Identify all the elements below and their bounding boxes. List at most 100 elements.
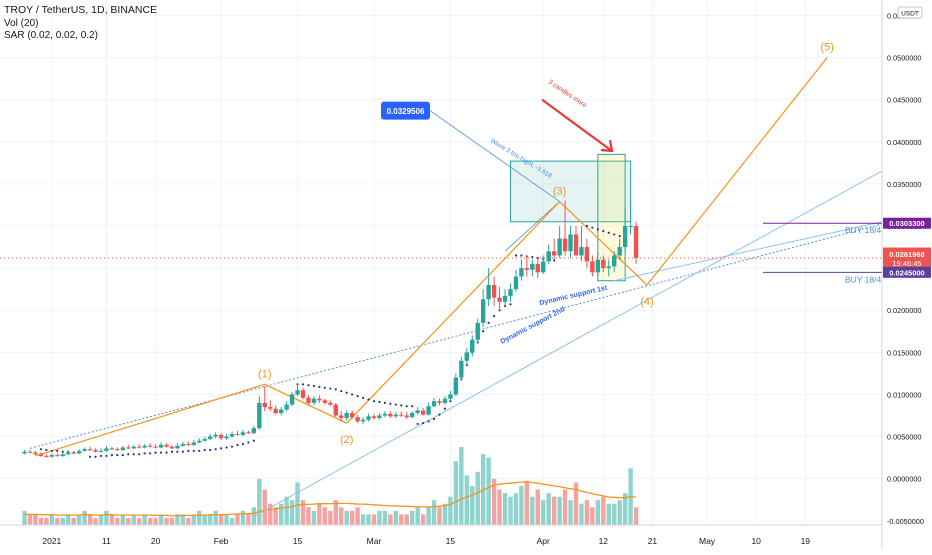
candles-note: 3 candles more (547, 79, 588, 110)
time-tick-label: 15 (293, 536, 303, 546)
candle-body (278, 409, 284, 413)
volume-bar (87, 514, 93, 525)
volume-bar (82, 510, 87, 525)
volume-bar (339, 507, 344, 525)
support-2nd-label: Dynamic support 2nd (500, 306, 566, 346)
sar-dot (367, 398, 370, 401)
candle-body (404, 415, 409, 418)
sar-dot (531, 256, 534, 259)
price-axis[interactable]: 0.05500000.05000000.04500000.04000000.03… (881, 0, 932, 550)
volume-bar (240, 510, 246, 525)
sar-dot (214, 448, 217, 451)
sar-dot (509, 303, 512, 306)
sar-dot (449, 400, 452, 403)
candle-body (486, 284, 491, 300)
price-tick-label: 0.0150000 (887, 348, 922, 357)
volume-bar (295, 482, 300, 525)
volume-bar (475, 471, 480, 525)
volume-bar (22, 510, 27, 525)
sar-dot (138, 453, 141, 456)
candle-body (508, 289, 513, 296)
candle-body (349, 412, 355, 418)
volume-bar (76, 514, 82, 525)
sar-dot (596, 228, 599, 231)
volume-bar (120, 514, 126, 525)
wave-label: (3) (553, 186, 566, 198)
sar-dot (307, 384, 310, 387)
price-tick-label: 0.0100000 (887, 390, 922, 399)
volume-bar (382, 510, 388, 525)
candle-body (371, 416, 377, 419)
candle-body (93, 450, 98, 452)
sar-dot (493, 315, 496, 318)
candle-body (109, 448, 115, 450)
candle-body (535, 263, 540, 273)
sar-dot (105, 454, 108, 458)
candle-body (519, 268, 524, 277)
time-tick-label: 12 (599, 536, 609, 546)
sar-dot (203, 448, 206, 452)
candle-body (49, 455, 55, 457)
candle-body (175, 445, 180, 449)
volume-bar (180, 514, 186, 525)
candle-body (448, 394, 453, 399)
candle-body (426, 406, 431, 415)
sar-dot (241, 443, 245, 446)
candle-body (126, 447, 131, 449)
sar-dot (372, 400, 376, 403)
volume-bar (246, 514, 251, 525)
volume-bar (49, 514, 55, 525)
candle-body (115, 449, 120, 451)
volume-ma-line (24, 481, 637, 517)
volume-bar (257, 478, 262, 525)
candle-body (530, 263, 535, 270)
sar-dot (432, 417, 436, 420)
candle-body (246, 432, 251, 434)
candle-body (317, 398, 322, 401)
time-tick-label: 2021 (42, 536, 61, 546)
candle-body (213, 434, 218, 437)
volume-bar (404, 514, 409, 525)
time-axis[interactable]: 2021 11 20 Feb 15 Mar 15 Apr 12 21 May 10 19 (0, 524, 882, 546)
candle-body (415, 410, 420, 413)
sar-dot (345, 391, 348, 394)
candle-body (333, 404, 338, 416)
current-price-text: 0.0261968 (889, 250, 924, 259)
volume-bar (584, 500, 590, 525)
candle-body (120, 447, 126, 451)
candle-body (541, 261, 546, 273)
candle-body (622, 225, 628, 248)
candle-body (339, 415, 344, 419)
sar-dot (301, 383, 305, 386)
time-tick-label: 19 (801, 536, 811, 546)
time-tick-label: May (699, 536, 716, 546)
candles[interactable] (22, 200, 639, 458)
candle-body (197, 440, 202, 443)
volume-bar (322, 507, 328, 525)
volume-bar (524, 482, 530, 525)
sar-indicator-label[interactable]: SAR (0.02, 0.02, 0.2) (4, 30, 98, 41)
candle-body (464, 352, 469, 361)
volume-bar (530, 496, 535, 525)
candle-body (164, 444, 169, 447)
volume-bar (44, 517, 49, 525)
candle-body (300, 390, 306, 398)
candle-body (595, 259, 601, 273)
volume-bar (158, 514, 164, 525)
symbol-title[interactable]: TROY / TetherUS, 1D, BINANCE (4, 4, 158, 16)
candle-body (202, 439, 207, 441)
candle-body (502, 295, 508, 302)
sar-dot (411, 405, 414, 408)
volume-bar (213, 510, 218, 525)
candle-body (235, 434, 240, 436)
sar-dot (230, 445, 234, 448)
volume-indicator-label[interactable]: Vol (20) (4, 18, 39, 29)
dynamic-support-1st-line (29, 210, 932, 449)
volume-bar (464, 475, 469, 525)
time-tick-label: 20 (151, 536, 161, 546)
volume-bar (93, 517, 98, 525)
price-tick-label: 0.0200000 (887, 306, 922, 315)
